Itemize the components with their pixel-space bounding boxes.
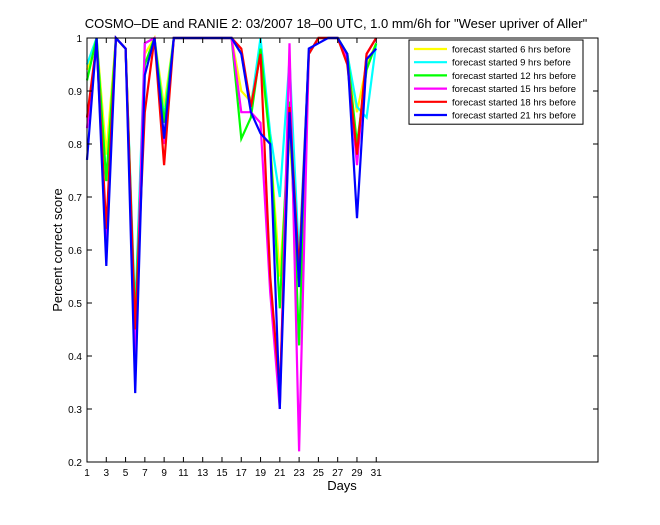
y-tick-label: 0.3 (68, 405, 82, 416)
legend: forecast started 6 hrs before forecast st… (408, 39, 584, 125)
x-tick-label: 3 (104, 468, 110, 479)
x-tick-label: 5 (123, 468, 129, 479)
y-tick-label: 0.9 (68, 87, 82, 98)
x-tick-label: 9 (161, 468, 167, 479)
legend-label-4: forecast started 15 hrs before (452, 84, 576, 95)
x-tick-label: 31 (371, 468, 383, 479)
legend-label-1: forecast started 6 hrs before (452, 45, 571, 56)
y-tick-label: 0.5 (68, 299, 82, 310)
legend-label-3: forecast started 12 hrs before (452, 71, 576, 82)
x-tick-label: 7 (142, 468, 148, 479)
x-tick-label: 17 (236, 468, 248, 479)
legend-box (408, 39, 584, 125)
legend-label-5: forecast started 18 hrs before (452, 97, 576, 108)
x-tick-label: 27 (332, 468, 344, 479)
x-tick-label: 11 (178, 468, 189, 479)
x-tick-label: 1 (84, 468, 90, 479)
x-tick-label: 15 (216, 468, 228, 479)
y-tick-label: 0.7 (68, 193, 82, 204)
y-tick-label: 0.2 (68, 458, 82, 469)
x-tick-label: 13 (197, 468, 209, 479)
x-tick-label: 23 (294, 468, 306, 479)
x-axis-label: Days (327, 478, 357, 493)
y-tick-label: 0.6 (68, 246, 82, 257)
x-tick-label: 19 (255, 468, 267, 479)
y-tick-label: 1 (76, 34, 82, 45)
plot-area (85, 34, 378, 452)
y-tick-label: 0.4 (68, 352, 82, 363)
x-tick-label: 29 (351, 468, 363, 479)
legend-label-2: forecast started 9 hrs before (452, 58, 571, 69)
axes: 1 3 5 7 9 11 13 15 17 19 21 23 25 27 29 310.20.30.40.50… (68, 34, 599, 479)
series-line-6 (85, 35, 378, 410)
chart-title: COSMO–DE and RANIE 2: 03/2007 18–00 UTC,… (85, 16, 588, 31)
x-tick-label: 21 (274, 468, 286, 479)
y-tick-label: 0.8 (68, 140, 82, 151)
x-tick-label: 25 (313, 468, 325, 479)
legend-label-6: forecast started 21 hrs before (452, 111, 576, 122)
y-axis-label: Percent correct score (50, 188, 65, 312)
